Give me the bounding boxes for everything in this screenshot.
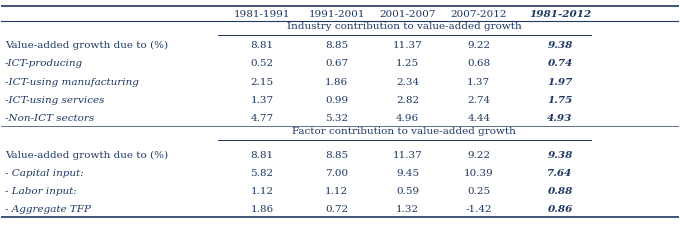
Text: 1.25: 1.25 — [396, 59, 420, 68]
Text: -ICT-producing: -ICT-producing — [5, 59, 83, 68]
Text: - Aggregate TFP: - Aggregate TFP — [5, 205, 90, 214]
Text: 11.37: 11.37 — [393, 41, 422, 50]
Text: 11.37: 11.37 — [393, 151, 422, 160]
Text: 1.37: 1.37 — [467, 78, 490, 87]
Text: - Capital input:: - Capital input: — [5, 169, 84, 178]
Text: 8.85: 8.85 — [325, 151, 348, 160]
Text: 0.67: 0.67 — [325, 59, 348, 68]
Text: 9.45: 9.45 — [396, 169, 420, 178]
Text: 9.22: 9.22 — [467, 151, 490, 160]
Text: 9.22: 9.22 — [467, 41, 490, 50]
Text: Value-added growth due to (%): Value-added growth due to (%) — [5, 151, 168, 160]
Text: 0.74: 0.74 — [547, 59, 573, 68]
Text: 7.00: 7.00 — [325, 169, 348, 178]
Text: 0.68: 0.68 — [467, 59, 490, 68]
Text: 1.37: 1.37 — [250, 96, 273, 105]
Text: 8.85: 8.85 — [325, 41, 348, 50]
Text: 1.12: 1.12 — [250, 187, 273, 196]
Text: 2.82: 2.82 — [396, 96, 420, 105]
Text: 0.52: 0.52 — [250, 59, 273, 68]
Text: 4.93: 4.93 — [547, 114, 573, 123]
Text: 4.96: 4.96 — [396, 114, 420, 123]
Text: Value-added growth due to (%): Value-added growth due to (%) — [5, 41, 168, 50]
Text: 9.38: 9.38 — [547, 41, 573, 50]
Text: 5.82: 5.82 — [250, 169, 273, 178]
Text: Industry contribution to value-added growth: Industry contribution to value-added gro… — [287, 22, 522, 31]
Text: 1.86: 1.86 — [250, 205, 273, 214]
Text: - Labor input:: - Labor input: — [5, 187, 77, 196]
Text: -1.42: -1.42 — [466, 205, 492, 214]
Text: 1981-1991: 1981-1991 — [234, 10, 290, 19]
Text: 1981-2012: 1981-2012 — [529, 10, 591, 19]
Text: 10.39: 10.39 — [464, 169, 494, 178]
Text: -ICT-using services: -ICT-using services — [5, 96, 104, 105]
Text: 0.59: 0.59 — [396, 187, 420, 196]
Text: 1.32: 1.32 — [396, 205, 420, 214]
Text: 4.77: 4.77 — [250, 114, 273, 123]
Text: 0.86: 0.86 — [547, 205, 573, 214]
Text: 4.44: 4.44 — [467, 114, 490, 123]
Text: -ICT-using manufacturing: -ICT-using manufacturing — [5, 78, 139, 87]
Text: 2.34: 2.34 — [396, 78, 420, 87]
Text: 2007-2012: 2007-2012 — [451, 10, 507, 19]
Text: -Non-ICT sectors: -Non-ICT sectors — [5, 114, 94, 123]
Text: 1.97: 1.97 — [547, 78, 573, 87]
Text: 1.75: 1.75 — [547, 96, 573, 105]
Text: 9.38: 9.38 — [547, 151, 573, 160]
Text: 8.81: 8.81 — [250, 41, 273, 50]
Text: 0.99: 0.99 — [325, 96, 348, 105]
Text: Factor contribution to value-added growth: Factor contribution to value-added growt… — [292, 127, 516, 136]
Text: 2.74: 2.74 — [467, 96, 490, 105]
Text: 0.72: 0.72 — [325, 205, 348, 214]
Text: 1.86: 1.86 — [325, 78, 348, 87]
Text: 5.32: 5.32 — [325, 114, 348, 123]
Text: 1991-2001: 1991-2001 — [308, 10, 365, 19]
Text: 2.15: 2.15 — [250, 78, 273, 87]
Text: 8.81: 8.81 — [250, 151, 273, 160]
Text: 2001-2007: 2001-2007 — [379, 10, 436, 19]
Text: 0.88: 0.88 — [547, 187, 573, 196]
Text: 0.25: 0.25 — [467, 187, 490, 196]
Text: 7.64: 7.64 — [547, 169, 573, 178]
Text: 1.12: 1.12 — [325, 187, 348, 196]
